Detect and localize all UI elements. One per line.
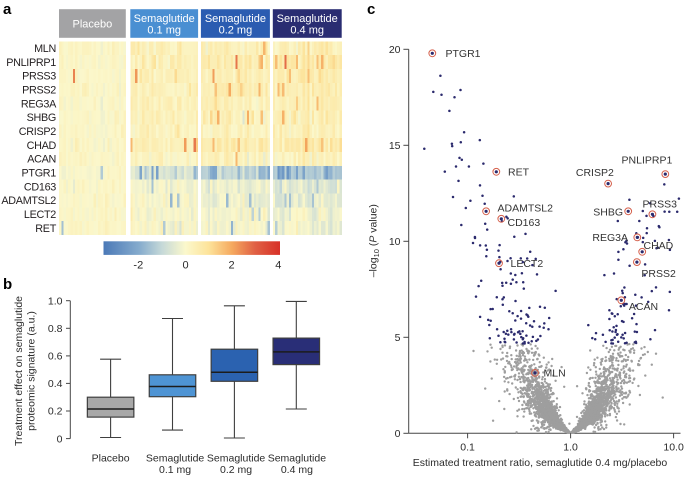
svg-text:proteomic signature (a.u.): proteomic signature (a.u.) <box>25 311 37 431</box>
svg-text:4: 4 <box>275 260 281 272</box>
svg-text:a: a <box>3 1 12 18</box>
svg-text:Placebo: Placebo <box>92 453 130 465</box>
svg-text:ADAMTSL2: ADAMTSL2 <box>1 195 56 207</box>
svg-text:PNLIPRP1: PNLIPRP1 <box>6 57 56 69</box>
svg-text:0: 0 <box>57 433 63 445</box>
svg-text:5: 5 <box>395 332 401 344</box>
svg-text:0: 0 <box>182 260 188 272</box>
svg-text:0.2 mg: 0.2 mg <box>220 464 252 475</box>
svg-text:b: b <box>3 276 12 293</box>
svg-text:10.0: 10.0 <box>663 442 684 454</box>
svg-text:Semaglutide: Semaglutide <box>134 13 195 25</box>
svg-text:RET: RET <box>35 223 56 235</box>
svg-text:Semaglutide: Semaglutide <box>207 453 266 465</box>
svg-text:Semaglutide: Semaglutide <box>146 453 205 465</box>
svg-text:PRSS3: PRSS3 <box>22 71 56 83</box>
svg-text:c: c <box>367 1 375 18</box>
svg-text:10: 10 <box>389 236 401 248</box>
svg-text:0.1 mg: 0.1 mg <box>147 25 181 37</box>
svg-text:CHAD: CHAD <box>27 140 57 152</box>
svg-text:0.4 mg: 0.4 mg <box>281 464 313 475</box>
svg-text:20: 20 <box>389 44 401 56</box>
svg-text:LECT2: LECT2 <box>24 209 56 221</box>
svg-text:0.4 mg: 0.4 mg <box>290 25 324 37</box>
svg-text:Semaglutide: Semaglutide <box>268 453 327 465</box>
svg-text:CD163: CD163 <box>24 181 56 193</box>
svg-text:0.6: 0.6 <box>48 351 63 363</box>
svg-text:CRISP2: CRISP2 <box>19 126 56 138</box>
svg-text:1.0: 1.0 <box>48 295 63 307</box>
svg-text:0.8: 0.8 <box>48 323 63 335</box>
svg-text:2: 2 <box>229 260 235 272</box>
svg-text:0.2: 0.2 <box>48 406 63 418</box>
svg-text:15: 15 <box>389 140 401 152</box>
svg-text:Treatment effect on semaglutid: Treatment effect on semaglutide <box>13 296 25 446</box>
svg-text:Semaglutide: Semaglutide <box>205 13 266 25</box>
svg-text:SHBG: SHBG <box>27 112 56 124</box>
svg-text:PTGR1: PTGR1 <box>22 168 57 180</box>
svg-text:-2: -2 <box>133 260 143 272</box>
svg-text:MLN: MLN <box>34 43 56 55</box>
svg-text:ACAN: ACAN <box>27 154 56 166</box>
svg-text:PRSS2: PRSS2 <box>22 85 56 97</box>
svg-text:–log10 (P value): –log10 (P value) <box>368 204 382 277</box>
svg-text:Estimated treatment ratio, sem: Estimated treatment ratio, semaglutide 0… <box>413 457 668 469</box>
svg-text:0.1: 0.1 <box>460 442 475 454</box>
svg-text:0: 0 <box>395 428 401 440</box>
svg-text:0.1 mg: 0.1 mg <box>159 464 191 475</box>
svg-text:Placebo: Placebo <box>73 19 113 31</box>
svg-text:0.2 mg: 0.2 mg <box>219 25 253 37</box>
svg-text:REG3A: REG3A <box>21 98 57 110</box>
svg-text:0.4: 0.4 <box>48 378 63 390</box>
svg-text:1.0: 1.0 <box>563 442 578 454</box>
svg-text:Semaglutide: Semaglutide <box>277 13 338 25</box>
